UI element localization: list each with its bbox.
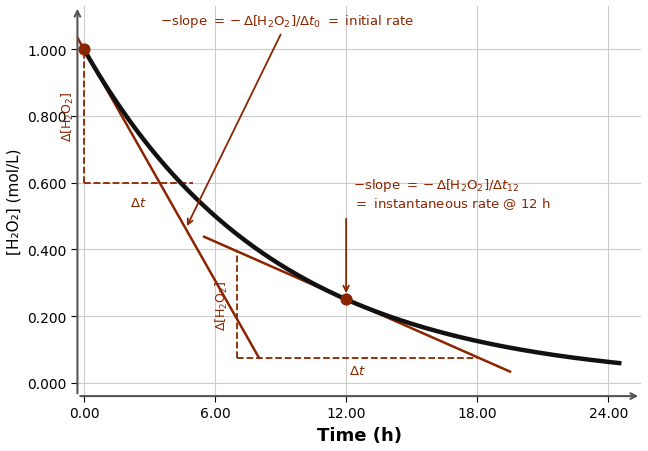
Point — [79, 46, 89, 54]
Text: $\Delta t$: $\Delta t$ — [130, 197, 147, 210]
Point — [341, 296, 351, 304]
Text: $-$slope $= -\Delta$[H$_2$O$_2$]/$\Delta t_0$ $=$ initial rate: $-$slope $= -\Delta$[H$_2$O$_2$]/$\Delta… — [161, 13, 414, 225]
Text: $\Delta$[H$_2$O$_2$]: $\Delta$[H$_2$O$_2$] — [60, 92, 76, 142]
Text: $\Delta$[H$_2$O$_2$]: $\Delta$[H$_2$O$_2$] — [214, 280, 230, 330]
X-axis label: Time (h): Time (h) — [317, 426, 402, 444]
Y-axis label: [H₂O₂] (mol/L): [H₂O₂] (mol/L) — [7, 148, 22, 255]
Text: $-$slope $= -\Delta$[H$_2$O$_2$]/$\Delta t_{12}$
$=$ instantaneous rate @ 12 h: $-$slope $= -\Delta$[H$_2$O$_2$]/$\Delta… — [353, 177, 550, 212]
Text: $\Delta t$: $\Delta t$ — [349, 364, 365, 377]
